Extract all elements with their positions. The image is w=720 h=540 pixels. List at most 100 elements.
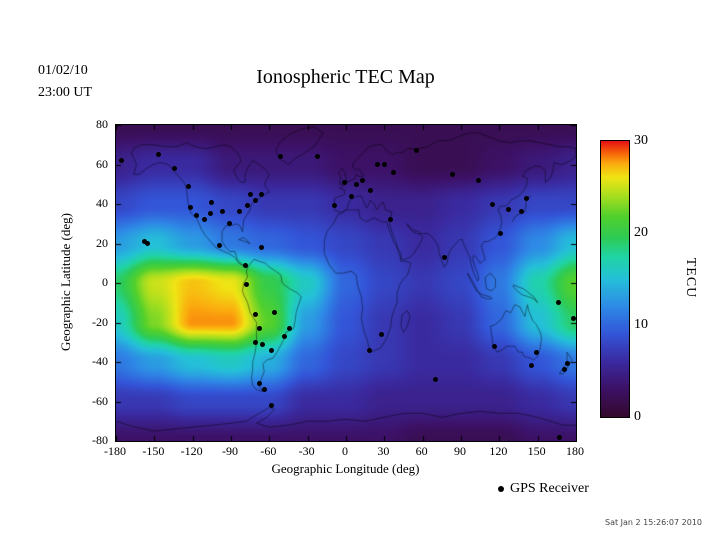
colorbar-tick-label: 30 — [634, 133, 648, 148]
gps-receiver-dot — [271, 310, 277, 316]
y-tick-label: 40 — [96, 196, 108, 210]
gps-receiver-dot — [505, 207, 511, 213]
x-tick-label: -180 — [104, 444, 126, 458]
gps-receiver-dot — [413, 148, 419, 154]
gps-legend: GPS Receiver — [498, 481, 589, 497]
colorbar — [600, 140, 630, 418]
colorbar-tick-label: 10 — [634, 317, 648, 332]
x-tick-label: -150 — [142, 444, 165, 458]
gps-receiver-dot — [219, 209, 225, 215]
x-tick-label: 0 — [342, 444, 348, 458]
y-axis-label: Geographic Latitude (deg) — [58, 213, 73, 351]
tec-heatmap-canvas — [116, 125, 576, 441]
gps-receiver-dot — [252, 197, 258, 203]
gps-receiver-dot — [287, 325, 293, 331]
gps-receiver-dot — [194, 213, 199, 219]
gps-receiver-dot — [528, 363, 534, 369]
y-tick-label: 80 — [96, 117, 108, 131]
gps-receiver-dot — [217, 242, 222, 248]
observation-time: 23:00 UT — [38, 84, 93, 100]
gps-receiver-dot — [342, 179, 348, 185]
gps-receiver-dot — [172, 165, 178, 171]
gps-receiver-dot — [256, 325, 262, 331]
gps-receiver-dot — [155, 152, 161, 158]
x-tick-label: -90 — [222, 444, 238, 458]
gps-receiver-dot — [237, 209, 243, 215]
gps-receiver-dot — [252, 339, 258, 345]
y-tick-label: 60 — [96, 156, 108, 171]
gps-receiver-dot — [269, 347, 275, 353]
gps-receiver-dot — [523, 195, 529, 201]
gps-receiver-dot — [491, 343, 497, 349]
y-tick-label: -60 — [92, 393, 108, 408]
x-tick-label: -60 — [260, 444, 277, 458]
gps-receiver-dot — [259, 191, 265, 197]
colorbar-unit-label: TECU — [683, 257, 698, 299]
gps-receiver-dot — [388, 217, 394, 223]
gps-receiver-dot — [187, 205, 193, 211]
gps-receiver-dot — [259, 244, 265, 250]
creation-timestamp: Sat Jan 2 15:26:07 2010 — [605, 518, 702, 527]
gps-receiver-dot — [366, 347, 372, 353]
gps-receiver-dot — [278, 154, 284, 160]
gps-receiver-dot — [209, 199, 215, 205]
gps-receiver-dot — [390, 169, 396, 175]
x-tick-label: -30 — [298, 444, 315, 458]
y-axis-ticks: 80 60 40 20 0 -20 -40 -60 -80 — [80, 117, 112, 447]
gps-receiver-dot — [247, 191, 253, 197]
gps-receiver-dot — [243, 282, 249, 288]
x-tick-label: 180 — [566, 444, 584, 458]
gps-receiver-dot — [490, 201, 496, 207]
gps-receiver-dot — [261, 387, 267, 393]
gps-receiver-dot — [375, 162, 381, 167]
map-plot-area — [115, 124, 577, 442]
gps-receiver-dot — [256, 381, 262, 387]
x-tick-label: -120 — [180, 444, 203, 458]
gps-receiver-dot — [269, 402, 275, 408]
gps-receiver-dot — [476, 177, 482, 183]
gps-receiver-dot — [533, 349, 539, 355]
observation-datetime: 01/02/10 23:00 UT — [38, 60, 92, 103]
colorbar-tick-label: 20 — [634, 225, 648, 240]
y-tick-label: -40 — [92, 354, 108, 368]
y-tick-label: -80 — [92, 433, 108, 447]
gps-legend-label: GPS Receiver — [510, 481, 589, 496]
x-tick-label: 30 — [377, 444, 390, 458]
gps-receiver-dot — [381, 162, 387, 167]
gps-receiver-dot — [315, 154, 321, 160]
gps-receiver-dot — [562, 367, 567, 373]
gps-receiver-dot — [367, 187, 373, 193]
gps-receiver-dot — [208, 211, 214, 217]
gps-receiver-dot — [498, 231, 504, 237]
colorbar-tick-label: 0 — [634, 409, 641, 424]
gps-receiver-dot — [118, 158, 124, 164]
gps-dots-layer — [116, 125, 576, 441]
gps-receiver-dot — [145, 241, 151, 246]
gps-receiver-dot — [556, 434, 562, 440]
gps-receiver-dot — [570, 316, 576, 322]
gps-receiver-dot — [555, 300, 561, 306]
observation-date: 01/02/10 — [38, 63, 88, 78]
x-tick-label: 120 — [489, 444, 508, 458]
gps-receiver-dot — [282, 333, 288, 339]
gps-receiver-dot — [252, 312, 258, 318]
gps-receiver-dot — [201, 217, 207, 223]
gps-receiver-dot — [518, 209, 524, 215]
gps-receiver-dot — [353, 181, 359, 187]
gps-receiver-dot — [432, 377, 438, 383]
colorbar-gradient-canvas — [601, 141, 629, 417]
gps-receiver-dot — [564, 361, 570, 367]
gps-receiver-dot — [332, 203, 337, 209]
x-tick-label: 60 — [415, 444, 428, 458]
x-tick-label: 150 — [527, 444, 546, 458]
gps-receiver-dot — [449, 171, 455, 177]
gps-receiver-dot — [441, 254, 447, 260]
x-axis-label: Geographic Longitude (deg) — [271, 461, 420, 476]
y-tick-label: 0 — [102, 275, 108, 289]
x-tick-label: 90 — [454, 444, 466, 458]
gps-receiver-dot — [260, 341, 266, 347]
gps-receiver-dot — [141, 239, 147, 245]
gps-receiver-dot — [360, 177, 366, 183]
gps-receiver-dot — [227, 221, 233, 227]
